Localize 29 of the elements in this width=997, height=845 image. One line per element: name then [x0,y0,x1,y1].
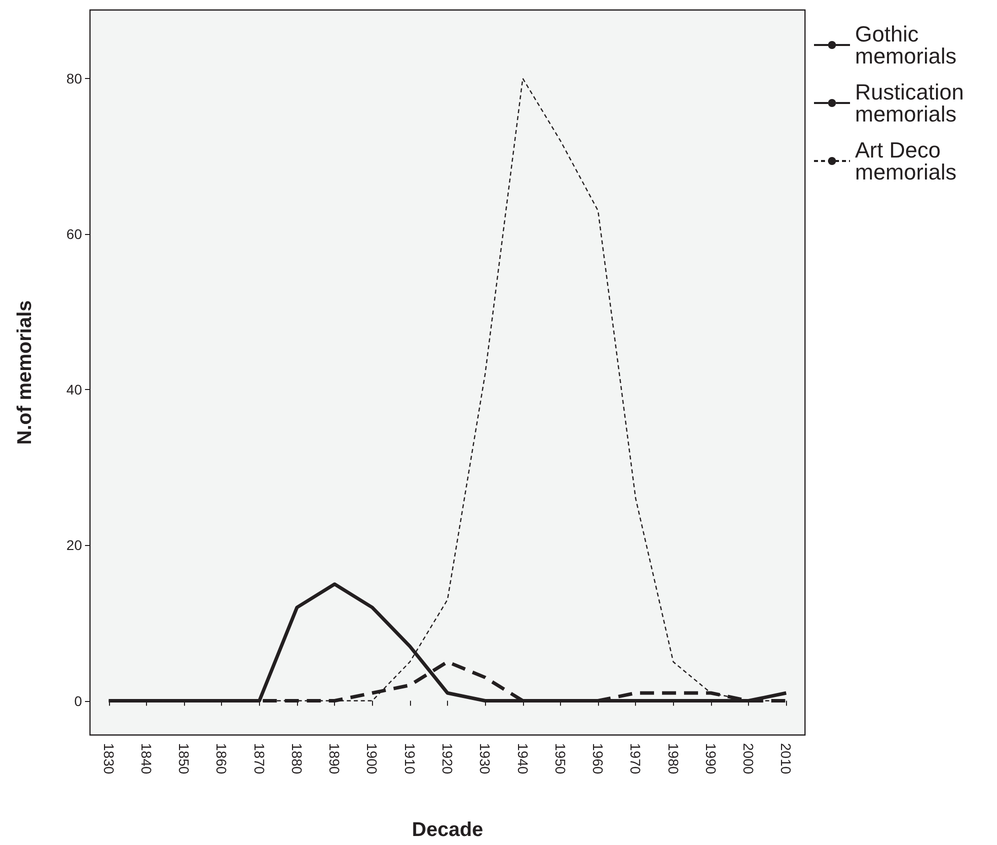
x-tick-label: 1840 [138,743,154,774]
x-tick-label: 1860 [214,743,230,774]
x-axis-title: Decade [412,819,484,841]
x-tick-label: 1930 [477,743,494,774]
x-tick-label: 1830 [100,743,117,774]
x-tick-label: 1850 [176,743,192,774]
legend-label: Rustication memorials [855,80,970,126]
y-tick-label: 0 [74,692,82,709]
x-tick-label: 1920 [440,743,456,774]
x-tick-label: 1950 [552,743,568,774]
x-tick-label: 2000 [740,743,757,774]
legend-label: Gothic memorials [855,22,956,68]
y-tick-label: 60 [66,226,82,242]
x-tick-label: 1890 [326,743,343,774]
x-tick-label: 1960 [590,743,606,774]
legend-label: Art Deco memorials [855,138,956,184]
x-tick-label: 1980 [665,743,682,774]
x-tick-label: 1910 [402,743,418,774]
x-tick-label: 2010 [778,743,794,774]
y-tick-label: 20 [66,537,82,554]
x-tick-label: 1900 [364,743,380,774]
y-axis-title: N.of memorials [14,300,36,445]
x-tick-label: 1870 [251,743,268,774]
x-tick-label: 1880 [288,743,305,774]
x-tick-label: 1990 [702,743,719,774]
y-tick-label: 80 [66,70,82,86]
x-tick-label: 1940 [514,743,531,774]
y-tick-label: 40 [66,382,82,398]
x-tick-label: 1970 [628,743,644,774]
